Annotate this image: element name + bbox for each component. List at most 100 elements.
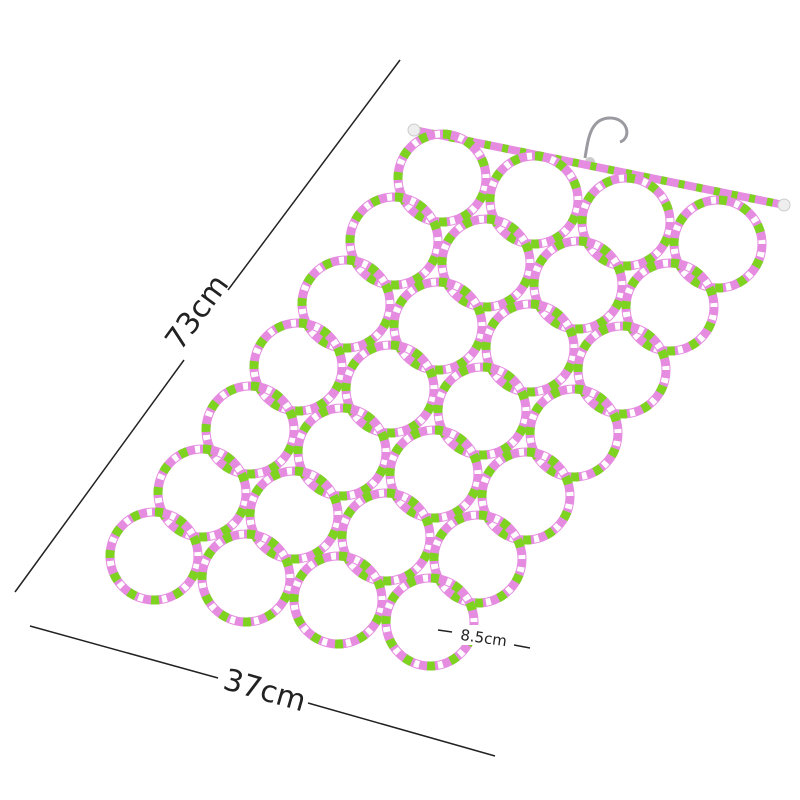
ring-strand [245, 466, 343, 564]
ring-dimension: 8.5cm [437, 625, 531, 650]
ring-strand [386, 426, 482, 522]
ring-strand [250, 319, 346, 415]
rings-grid [105, 129, 767, 671]
ring-strand [385, 425, 483, 523]
ring-strand [482, 300, 578, 396]
width-label: 37cm [219, 662, 309, 719]
ring-strand [485, 151, 583, 249]
bar-end-left [407, 123, 421, 137]
ring [249, 318, 347, 416]
ring-strand [298, 256, 394, 352]
ring-strand [297, 255, 395, 353]
ring-strand [437, 214, 535, 312]
ring [429, 510, 527, 608]
ring [105, 507, 203, 605]
ring-strand [434, 363, 530, 459]
ring-strand [197, 529, 295, 627]
ring [289, 551, 387, 649]
width-line-left [29, 625, 219, 679]
dimension-lines: 73cm 37cm [14, 59, 496, 757]
ring-strand [429, 510, 527, 608]
ring-strand [670, 196, 766, 292]
ring-strand [382, 574, 478, 670]
ring-strand [381, 573, 479, 671]
ring-strand [346, 193, 442, 289]
ring [437, 214, 535, 312]
ring [481, 299, 579, 397]
bar-rope [413, 126, 785, 209]
ring [525, 384, 623, 482]
ring-strand [574, 322, 670, 418]
ring-strand [433, 362, 531, 460]
ring-strand [577, 173, 675, 271]
ring-strand [294, 404, 390, 500]
ring-line-right [513, 644, 531, 649]
ring [385, 425, 483, 523]
ring [293, 403, 391, 501]
ring [245, 466, 343, 564]
ring [389, 277, 487, 375]
ring-strand [154, 445, 250, 541]
ring-strand [621, 258, 719, 356]
ring [477, 447, 575, 545]
ring [433, 362, 531, 460]
ring-strand [393, 129, 491, 227]
ring [393, 129, 491, 227]
ring-strand [389, 277, 487, 375]
ring-strand [526, 385, 622, 481]
ring [337, 488, 435, 586]
ring [529, 236, 627, 334]
height-label: 73cm [158, 268, 236, 356]
ring [381, 573, 479, 671]
height-line-lower [14, 359, 185, 593]
ring-strand [530, 237, 626, 333]
ring-strand [246, 467, 342, 563]
ring-strand [106, 508, 202, 604]
ring-strand [342, 341, 438, 437]
ring-line-left [437, 629, 453, 633]
ring [485, 151, 583, 249]
ring-strand [105, 507, 203, 605]
ring-strand [249, 318, 347, 416]
ring-strand [289, 551, 387, 649]
ring-strand [529, 236, 627, 334]
ring-strand [622, 259, 718, 355]
ring-strand [153, 444, 251, 542]
ring-strand [338, 489, 434, 585]
ring-strand [573, 321, 671, 419]
ring-strand [394, 130, 490, 226]
height-line-upper [227, 59, 401, 291]
hook-icon [583, 116, 629, 159]
ring [621, 258, 719, 356]
ring-strand [202, 382, 298, 478]
ring-strand [201, 381, 299, 479]
ring [345, 192, 443, 290]
ring-strand [578, 174, 674, 270]
ring-strand [669, 195, 767, 293]
ring [197, 529, 295, 627]
ring [153, 444, 251, 542]
ring [573, 321, 671, 419]
ring-strand [486, 152, 582, 248]
ring-strand [438, 215, 534, 311]
bar-end-right [777, 198, 791, 212]
ring-strand [478, 448, 574, 544]
ring-strand [481, 299, 579, 397]
ring-strand [293, 403, 391, 501]
width-line-right [307, 702, 496, 757]
ring [669, 195, 767, 293]
ring-strand [198, 530, 294, 626]
ring-strand [390, 278, 486, 374]
ring [201, 381, 299, 479]
ring [341, 340, 439, 438]
ring-label-bg [452, 625, 514, 645]
ring-strand [337, 488, 435, 586]
ring-strand [430, 511, 526, 607]
ring [577, 173, 675, 271]
ring-strand [477, 447, 575, 545]
ring [297, 255, 395, 353]
ring-strand [290, 552, 386, 648]
hanger-bar [407, 116, 791, 212]
